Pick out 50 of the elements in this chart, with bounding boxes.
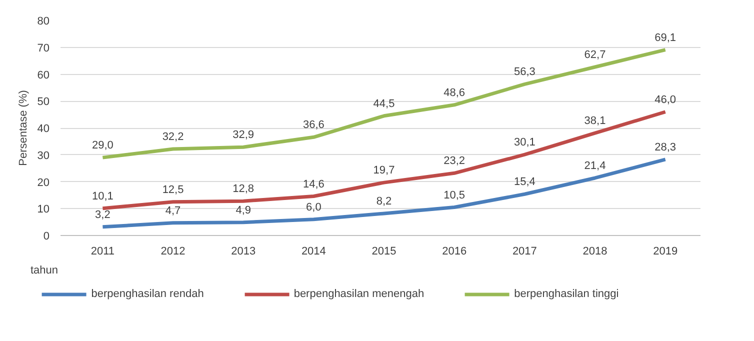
data-label: 48,6 [444,86,466,99]
data-label: 44,5 [373,98,395,110]
y-tick-label: 30 [37,150,50,162]
data-label: 21,4 [584,160,606,172]
data-label: 69,1 [654,32,676,44]
data-label: 56,3 [514,66,536,78]
data-label: 32,9 [232,129,254,142]
y-tick-label: 0 [43,230,50,242]
data-label: 19,7 [373,164,395,177]
x-tick-label: 2018 [582,246,608,258]
data-label: 3,2 [95,208,110,221]
y-tick-label: 20 [37,176,50,189]
legend-label: berpenghasilan tinggi [514,287,619,301]
data-label: 14,6 [302,178,324,190]
data-label: 32,2 [162,130,184,143]
y-tick-label: 70 [37,42,50,54]
y-tick-label: 80 [37,16,50,28]
x-axis-title: tahun [30,264,58,276]
data-label: 10,1 [92,190,114,202]
data-label: 4,9 [236,204,252,216]
data-label: 12,5 [162,184,184,196]
y-tick-label: 60 [37,69,50,82]
data-label: 29,0 [92,140,114,152]
x-tick-label: 2016 [442,246,467,258]
data-label: 38,1 [584,115,606,128]
data-label: 15,4 [514,176,536,188]
data-label: 4,7 [165,204,181,217]
data-label: 10,5 [444,189,466,202]
data-label: 8,2 [376,195,392,208]
x-tick-label: 2012 [160,246,186,258]
y-tick-label: 40 [37,123,50,135]
y-axis-title: Persentase (%) [17,90,30,166]
data-label: 46,0 [654,94,676,106]
data-label: 23,2 [444,155,466,168]
data-label: 62,7 [584,48,606,61]
data-label: 6,0 [306,201,322,214]
x-tick-label: 2014 [301,246,326,258]
x-tick-label: 2011 [90,246,115,258]
x-tick-label: 2019 [653,246,678,258]
data-label: 12,8 [232,183,254,196]
x-tick-label: 2013 [231,246,256,258]
y-tick-label: 10 [37,204,50,216]
data-label: 28,3 [654,141,676,154]
y-tick-label: 50 [37,96,50,108]
x-tick-label: 2015 [372,246,396,258]
legend-label: berpenghasilan menengah [294,287,424,301]
data-label: 30,1 [514,136,536,149]
data-label: 36,6 [302,119,324,132]
x-tick-label: 2017 [512,246,537,258]
legend-label: berpenghasilan rendah [91,287,204,301]
